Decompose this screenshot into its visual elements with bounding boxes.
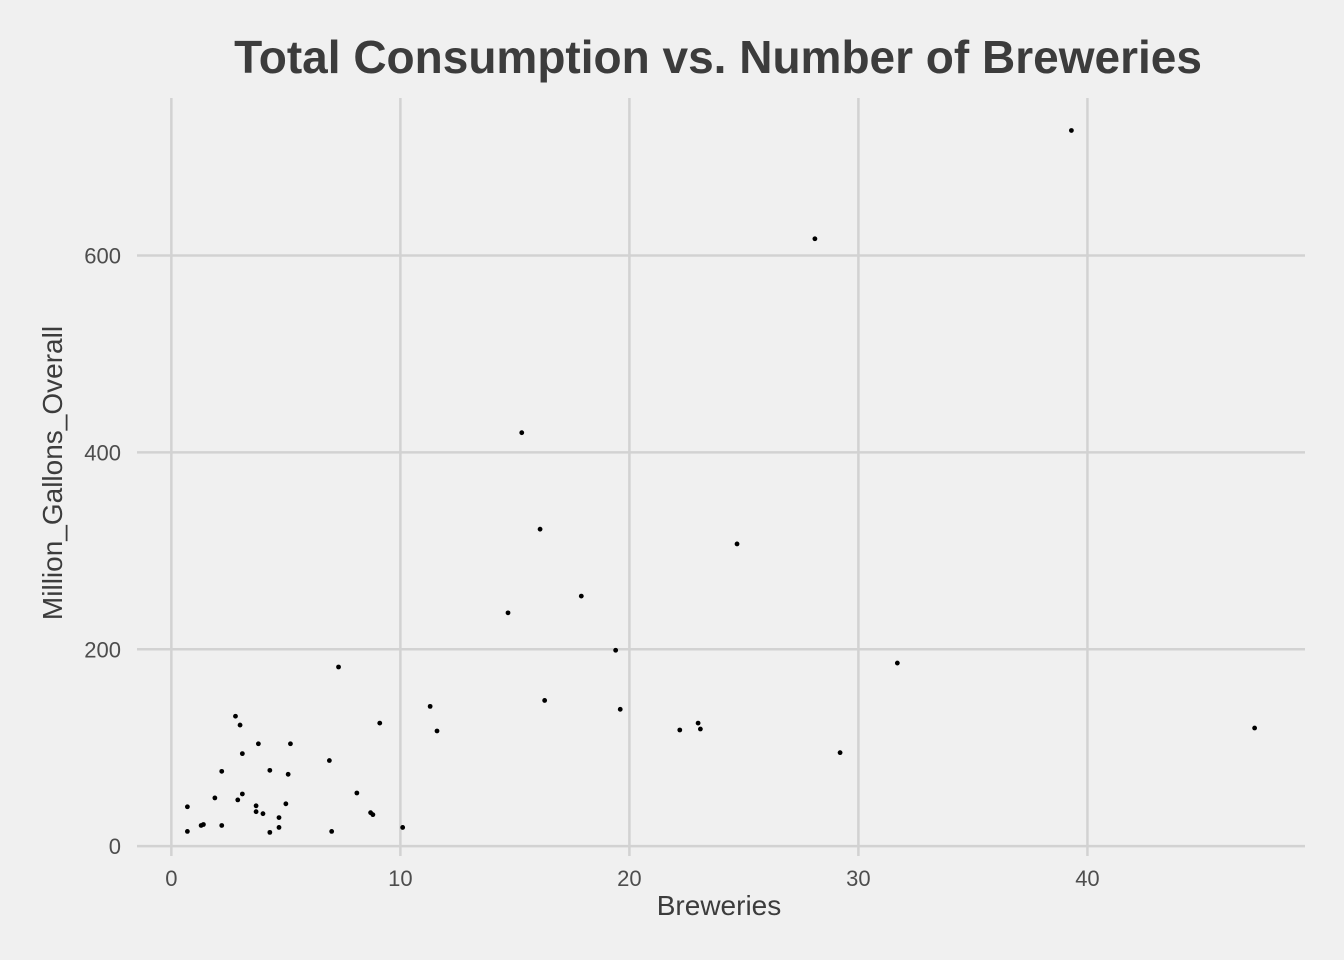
- data-point: [434, 728, 440, 734]
- data-point: [267, 829, 273, 835]
- data-point: [219, 823, 225, 828]
- x-tick-label: 40: [1075, 866, 1099, 891]
- data-point: [427, 703, 433, 709]
- y-tick-label: 0: [109, 834, 121, 859]
- data-point: [894, 660, 900, 666]
- data-point: [354, 790, 360, 796]
- data-point: [617, 706, 623, 712]
- data-point: [537, 526, 543, 532]
- data-point: [677, 727, 683, 733]
- y-tick-label: 200: [84, 637, 121, 662]
- data-point: [255, 741, 261, 747]
- data-point: [336, 664, 341, 670]
- data-point: [239, 751, 245, 757]
- data-point: [734, 541, 740, 547]
- chart-title: Total Consumption vs. Number of Brewerie…: [234, 31, 1202, 83]
- x-tick-label: 30: [846, 866, 870, 891]
- data-point: [288, 741, 293, 747]
- data-point: [1252, 725, 1258, 731]
- data-point: [329, 828, 335, 834]
- x-tick-label: 0: [165, 866, 177, 891]
- data-point: [505, 610, 511, 616]
- data-point: [212, 795, 218, 801]
- data-point: [377, 720, 383, 726]
- data-point: [837, 750, 843, 756]
- x-tick-label: 20: [617, 866, 641, 891]
- data-point: [267, 767, 273, 773]
- y-axis-label: Million_Gallons_Overall: [37, 326, 68, 620]
- data-point: [219, 768, 225, 774]
- data-point: [239, 791, 245, 797]
- x-axis-label: Breweries: [657, 890, 781, 921]
- y-tick-label: 400: [84, 440, 121, 465]
- data-point: [276, 825, 282, 830]
- data-point: [519, 430, 525, 436]
- x-gridlines: [170, 98, 1089, 856]
- data-point: [326, 758, 332, 763]
- data-point: [695, 720, 701, 726]
- data-point: [542, 698, 548, 703]
- y-tick-labels: 0 200 400 600: [84, 244, 121, 860]
- data-point: [260, 811, 266, 817]
- data-point: [578, 593, 584, 599]
- x-tick-label: 10: [388, 866, 412, 891]
- data-point: [184, 828, 190, 834]
- data-point: [400, 825, 406, 830]
- data-point: [285, 771, 291, 777]
- data-point: [198, 823, 204, 828]
- data-point: [276, 815, 282, 821]
- data-point: [283, 801, 289, 807]
- data-point: [1069, 128, 1074, 133]
- data-point: [812, 236, 818, 242]
- data-point: [697, 726, 703, 732]
- data-points: [184, 128, 1258, 835]
- y-gridlines: [137, 254, 1305, 848]
- data-point: [233, 713, 238, 719]
- data-point: [184, 804, 190, 810]
- y-tick-label: 600: [84, 244, 121, 269]
- data-point: [253, 803, 259, 809]
- data-point: [253, 809, 259, 815]
- x-tick-labels: 0 10 20 30 40: [165, 866, 1099, 891]
- data-point: [613, 647, 619, 653]
- data-point: [235, 797, 241, 803]
- data-point: [237, 722, 243, 728]
- data-point: [370, 812, 376, 818]
